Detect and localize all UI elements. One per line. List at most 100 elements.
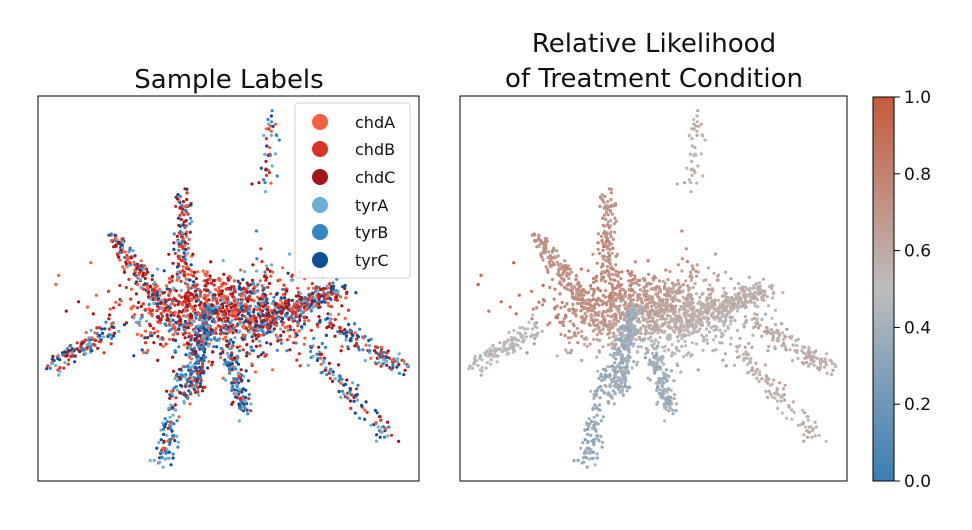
left-point — [402, 373, 406, 377]
left-point — [207, 360, 211, 364]
right-point — [625, 338, 630, 342]
left-point — [91, 312, 95, 316]
left-point — [201, 371, 205, 375]
right-point — [679, 324, 683, 328]
left-point — [318, 320, 322, 324]
left-point — [232, 286, 236, 290]
left-point — [204, 279, 208, 283]
right-point — [806, 364, 811, 368]
left-point — [267, 281, 272, 286]
right-point — [610, 251, 614, 255]
right-point — [595, 338, 599, 342]
left-point — [174, 374, 179, 378]
legend-entry-tyrB: tyrB — [312, 223, 388, 242]
left-point — [252, 299, 256, 303]
right-point — [675, 362, 679, 366]
right-point — [627, 331, 631, 335]
right-point — [567, 282, 571, 286]
left-point — [252, 315, 256, 319]
right-point — [711, 289, 715, 293]
right-point — [624, 300, 628, 304]
left-point — [197, 343, 201, 347]
left-point — [171, 405, 175, 409]
right-point — [715, 278, 720, 282]
right-point — [606, 251, 611, 255]
right-point — [706, 323, 711, 327]
left-point — [192, 309, 196, 313]
right-point — [614, 297, 618, 301]
right-point — [591, 297, 595, 302]
right-point — [765, 395, 770, 399]
right-point — [476, 363, 480, 368]
left-point — [209, 260, 213, 264]
right-point — [753, 324, 758, 329]
right-point — [694, 321, 699, 325]
right-point — [619, 296, 623, 300]
left-point — [54, 363, 58, 368]
right-point — [751, 333, 755, 337]
left-point — [157, 441, 161, 445]
right-point — [699, 306, 704, 310]
right-point — [544, 246, 548, 250]
right-point — [629, 274, 633, 278]
left-point — [255, 290, 259, 294]
right-point — [673, 295, 677, 299]
right-point — [681, 295, 685, 299]
left-point — [280, 301, 284, 305]
left-point — [192, 280, 196, 284]
left-point — [200, 319, 204, 323]
right-point — [576, 301, 580, 305]
right-point — [606, 343, 611, 347]
likelihood-panel: Relative Likelihood of Treatment Conditi… — [459, 29, 848, 482]
left-point — [167, 280, 172, 284]
right-point — [620, 371, 624, 375]
left-point — [303, 319, 307, 323]
left-point — [257, 181, 261, 185]
right-point — [575, 326, 579, 331]
right-point — [597, 349, 601, 353]
left-point — [242, 399, 246, 403]
right-point — [692, 330, 696, 334]
right-point — [629, 320, 633, 325]
left-point — [250, 362, 254, 366]
left-point — [376, 425, 380, 429]
left-point — [173, 403, 177, 407]
right-point — [743, 315, 748, 319]
right-point — [683, 311, 687, 315]
right-point — [634, 281, 638, 285]
left-point — [83, 352, 88, 356]
right-point — [699, 318, 703, 322]
right-point — [623, 381, 627, 386]
right-point — [696, 311, 700, 315]
left-point — [186, 272, 190, 276]
left-point — [337, 312, 341, 316]
left-point — [210, 331, 214, 336]
right-point — [755, 318, 759, 322]
right-point — [514, 312, 518, 316]
right-point — [712, 324, 716, 328]
left-point — [340, 377, 344, 381]
left-point — [300, 325, 304, 329]
left-point — [296, 301, 300, 305]
right-point — [613, 312, 617, 316]
left-point — [148, 459, 152, 463]
left-point — [238, 320, 242, 324]
right-point — [548, 262, 552, 266]
left-point — [219, 328, 223, 332]
left-point — [165, 389, 169, 393]
right-point — [559, 332, 563, 336]
right-point — [577, 280, 581, 284]
right-point — [555, 316, 560, 320]
right-point — [625, 365, 629, 369]
right-point — [706, 287, 710, 291]
left-point — [169, 463, 173, 467]
left-point — [269, 274, 273, 278]
right-point — [675, 298, 679, 302]
left-point — [158, 321, 162, 325]
left-point — [274, 333, 278, 337]
right-point — [649, 287, 653, 291]
right-point — [720, 341, 724, 345]
left-point — [268, 124, 272, 128]
left-point — [264, 159, 268, 163]
right-point — [702, 336, 706, 340]
